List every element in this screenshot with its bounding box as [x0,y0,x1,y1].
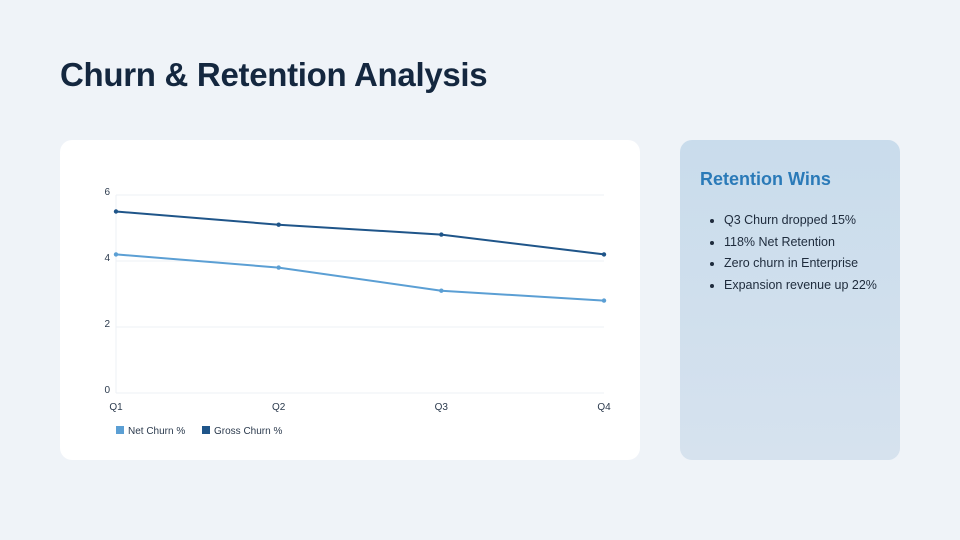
list-item: 118% Net Retention [724,233,877,255]
x-tick-label: Q4 [597,402,611,413]
data-point [601,298,607,303]
y-tick-label: 6 [104,187,110,198]
legend-swatch [202,426,210,434]
y-tick-label: 4 [104,253,110,264]
y-tick-label: 2 [104,319,110,330]
data-point [113,209,119,214]
data-point [439,288,444,293]
series-line-2 [115,210,605,256]
legend-label: Gross Churn % [214,426,282,437]
x-tick-label: Q2 [272,402,286,413]
legend-label: Net Churn % [128,426,185,437]
list-item: Q3 Churn dropped 15% [724,211,877,233]
wins-list: Q3 Churn dropped 15% 118% Net Retention … [704,211,877,298]
data-point [113,252,119,257]
x-tick-label: Q1 [109,402,123,413]
y-tick-label: 0 [104,385,110,396]
data-point [276,222,281,227]
series-line-1 [115,253,605,302]
x-tick-label: Q3 [435,402,449,413]
legend-swatch [116,426,124,434]
data-point [601,252,607,257]
retention-wins-panel: Retention Wins Q3 Churn dropped 15% 118%… [680,140,900,460]
list-item: Zero churn in Enterprise [724,254,877,276]
chart-card: 0 2 4 6 Q1 Q2 Q3 Q4 Net Churn % Gross Churn % [60,140,640,460]
panel-heading: Retention Wins [700,169,831,189]
data-point [276,265,281,270]
data-point [439,232,444,237]
page-title: Churn & Retention Analysis [60,56,488,93]
line-chart: 0 2 4 6 Q1 Q2 Q3 Q4 Net Churn % Gross Churn % [104,187,611,437]
list-item: Expansion revenue up 22% [724,276,877,298]
